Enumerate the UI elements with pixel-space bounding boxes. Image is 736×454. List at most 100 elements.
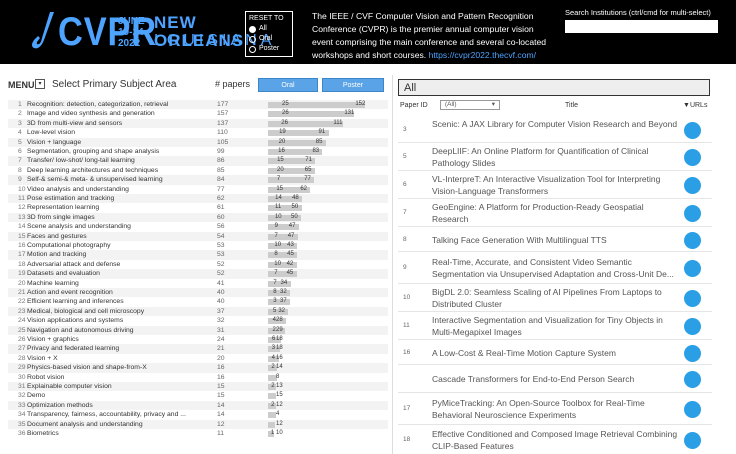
papers-bar[interactable] bbox=[268, 431, 275, 437]
papers-bar[interactable] bbox=[268, 243, 298, 249]
reset-option-poster[interactable]: Poster bbox=[249, 44, 289, 54]
paper-row[interactable]: 6 VL-InterpreT: An Interactive Visualizat… bbox=[398, 171, 712, 199]
paper-title[interactable]: Scenic: A JAX Library for Computer Visio… bbox=[432, 118, 678, 129]
papers-bar[interactable] bbox=[268, 327, 286, 334]
poster-button[interactable]: Poster bbox=[322, 78, 384, 92]
subject-row[interactable]: 9 Self-& semi-& meta- & unsupervised lear… bbox=[8, 175, 388, 185]
papers-bar[interactable] bbox=[268, 261, 297, 268]
subject-row[interactable]: 13 3D from single images 60 10 50 bbox=[8, 212, 388, 223]
subject-row[interactable]: 6 Segmentation, grouping and shape analys… bbox=[8, 147, 388, 156]
subject-row[interactable]: 16 Computational photography 53 10 43 bbox=[8, 241, 388, 250]
paper-row[interactable]: 8 Talking Face Generation With Multilingu… bbox=[398, 227, 712, 252]
subject-row[interactable]: 26 Vision + graphics 24 6 18 bbox=[8, 335, 388, 344]
papers-bar[interactable] bbox=[268, 280, 291, 287]
subject-row[interactable]: 36 Biometrics 11 1 10 bbox=[8, 429, 388, 438]
papers-bar[interactable] bbox=[268, 139, 326, 146]
url-link-icon[interactable] bbox=[684, 205, 701, 222]
subject-row[interactable]: 28 Vision + X 20 4 16 bbox=[8, 354, 388, 363]
url-link-icon[interactable] bbox=[684, 344, 701, 362]
subject-row[interactable]: 1 Recognition: detection, categorization,… bbox=[8, 100, 388, 110]
subject-row[interactable]: 2 Image and video synthesis and generatio… bbox=[8, 109, 388, 118]
subject-row[interactable]: 15 Faces and gestures 54 7 47 bbox=[8, 231, 388, 241]
paper-title[interactable]: A Low-Cost & Real-Time Motion Capture Sy… bbox=[432, 347, 616, 358]
url-link-icon[interactable] bbox=[684, 290, 701, 307]
papers-bar[interactable] bbox=[268, 186, 311, 193]
paper-title[interactable]: PyMiceTracking: An Open-Source Toolbox f… bbox=[432, 398, 645, 420]
paper-row[interactable]: 7 GeoEngine: A Platform for Production-Re… bbox=[398, 199, 712, 227]
reset-option-oral[interactable]: Oral bbox=[249, 34, 289, 44]
cvpr-logo[interactable]: CVPR JUNE 19-24 2022 NEW ORLEANS LOUISIA… bbox=[30, 8, 271, 56]
subject-row[interactable]: 20 Machine learning 41 7 34 bbox=[8, 279, 388, 288]
subject-row[interactable]: 3 3D from multi-view and sensors 137 26 111 bbox=[8, 118, 388, 129]
papers-bar[interactable] bbox=[268, 102, 366, 108]
subject-row[interactable]: 11 Pose estimation and tracking 62 14 48 bbox=[8, 194, 388, 204]
papers-bar[interactable] bbox=[268, 337, 282, 343]
paper-title[interactable]: DeepLIIF: An Online Platform for Quantif… bbox=[432, 146, 649, 168]
url-link-icon[interactable] bbox=[684, 432, 701, 449]
menu-dropdown[interactable]: ▾ bbox=[35, 79, 45, 89]
subject-row[interactable]: 18 Adversarial attack and defense 52 10 42 bbox=[8, 260, 388, 269]
url-link-icon[interactable] bbox=[684, 401, 701, 418]
subject-row[interactable]: 31 Explainable computer vision 15 2 13 bbox=[8, 382, 388, 392]
paper-row[interactable]: 16 A Low-Cost & Real-Time Motion Capture … bbox=[398, 340, 712, 365]
papers-bar[interactable] bbox=[268, 177, 315, 184]
papers-bar[interactable] bbox=[268, 402, 276, 409]
subject-row[interactable]: 12 Representation learning 61 11 50 bbox=[8, 203, 388, 212]
paper-row[interactable]: 10 BigDL 2.0: Seamless Scaling of AI Pipe… bbox=[398, 284, 712, 312]
papers-bar[interactable] bbox=[268, 214, 301, 221]
papers-bar[interactable] bbox=[268, 233, 298, 240]
papers-bar[interactable] bbox=[268, 111, 355, 118]
paper-row[interactable]: 5 DeepLIIF: An Online Platform for Quanti… bbox=[398, 143, 712, 171]
papers-bar[interactable] bbox=[268, 167, 315, 174]
subject-row[interactable]: 8 Deep learning architectures and techniq… bbox=[8, 166, 388, 175]
subject-row[interactable]: 17 Motion and tracking 53 8 45 bbox=[8, 250, 388, 260]
paper-row[interactable]: 17 PyMiceTracking: An Open-Source Toolbox… bbox=[398, 393, 712, 425]
papers-bar[interactable] bbox=[268, 393, 277, 400]
subject-row[interactable]: 23 Medical, biological and cell microscop… bbox=[8, 306, 388, 317]
papers-bar[interactable] bbox=[268, 318, 286, 325]
subject-row[interactable]: 30 Robot vision 16 8 bbox=[8, 373, 388, 382]
subject-row[interactable]: 7 Transfer/ low-shot/ long-tail learning 8… bbox=[8, 156, 388, 166]
paper-title[interactable]: Cascade Transformers for End-to-End Pers… bbox=[432, 374, 635, 384]
papers-bar[interactable] bbox=[268, 308, 289, 315]
url-link-icon[interactable] bbox=[684, 121, 701, 139]
subject-row[interactable]: 14 Scene analysis and understanding 56 9 47 bbox=[8, 222, 388, 231]
subject-row[interactable]: 33 Optimization methods 14 2 12 bbox=[8, 400, 388, 411]
subject-row[interactable]: 19 Datasets and evaluation 52 7 45 bbox=[8, 269, 388, 279]
papers-bar[interactable] bbox=[268, 120, 344, 127]
papers-bar[interactable] bbox=[268, 374, 277, 381]
subject-row[interactable]: 10 Video analysis and understanding 77 15 62 bbox=[8, 185, 388, 194]
subject-row[interactable]: 25 Navigation and autonomous driving 31 2 29 bbox=[8, 325, 388, 335]
papers-bar[interactable] bbox=[268, 299, 290, 306]
url-link-icon[interactable] bbox=[684, 371, 701, 388]
subject-row[interactable]: 5 Vision + language 105 20 85 bbox=[8, 137, 388, 147]
papers-bar[interactable] bbox=[268, 224, 299, 231]
papers-bar[interactable] bbox=[268, 355, 279, 362]
papers-bar[interactable] bbox=[268, 421, 275, 428]
subject-row[interactable]: 29 Physics-based vision and shape-from-X 1… bbox=[8, 363, 388, 373]
oral-button[interactable]: Oral bbox=[258, 78, 318, 92]
papers-bar[interactable] bbox=[268, 365, 277, 372]
paper-title[interactable]: Interactive Segmentation and Visualizati… bbox=[432, 315, 663, 337]
subject-row[interactable]: 4 Low-level vision 110 19 91 bbox=[8, 128, 388, 137]
reset-option-all[interactable]: All bbox=[249, 24, 289, 34]
paper-title[interactable]: Talking Face Generation With Multilingua… bbox=[432, 234, 607, 245]
papers-bar[interactable] bbox=[268, 130, 329, 137]
papers-bar[interactable] bbox=[268, 346, 280, 353]
papers-bar[interactable] bbox=[268, 252, 298, 259]
paper-row[interactable]: 11 Interactive Segmentation and Visualiza… bbox=[398, 312, 712, 340]
subject-row[interactable]: 22 Efficient learning and inferences 40 3 37 bbox=[8, 297, 388, 306]
papers-bar[interactable] bbox=[268, 384, 277, 390]
url-link-icon[interactable] bbox=[684, 149, 701, 166]
paper-title[interactable]: Real-Time, Accurate, and Consistent Vide… bbox=[432, 257, 674, 279]
conference-link[interactable]: https://cvpr2022.thecvf.com/ bbox=[428, 50, 537, 60]
url-link-icon[interactable] bbox=[684, 260, 701, 277]
papers-bar[interactable] bbox=[268, 205, 302, 212]
paper-id-filter[interactable]: (All) ▾ bbox=[440, 100, 500, 110]
papers-bar[interactable] bbox=[268, 412, 276, 419]
papers-bar[interactable] bbox=[268, 149, 323, 155]
col-urls[interactable]: ▼URLs bbox=[683, 102, 708, 109]
subject-row[interactable]: 24 Vision applications and systems 32 4 28 bbox=[8, 316, 388, 325]
url-link-icon[interactable] bbox=[684, 177, 701, 194]
paper-row[interactable]: 3 Scenic: A JAX Library for Computer Visi… bbox=[398, 116, 712, 143]
